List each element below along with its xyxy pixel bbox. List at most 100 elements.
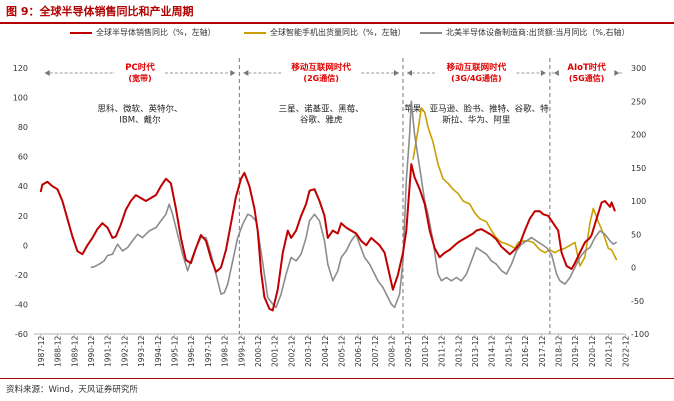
left-axis-tick-label: 80	[18, 123, 28, 132]
x-axis-tick-label: 1995-12	[171, 335, 180, 367]
era-arrowhead	[614, 70, 620, 76]
right-axis-ticks: -100 -50 0 50 100 150 200 250 300	[631, 64, 649, 339]
era-companies: 谷歌、雅虎	[300, 115, 343, 126]
x-axis-tick-label: 2020-12	[588, 335, 597, 367]
series-lines	[39, 100, 618, 312]
bottom-rule	[0, 378, 674, 379]
left-axis-tick-label: 100	[13, 94, 28, 103]
legend-label: 全球半导体销售同比（%，左轴）	[96, 28, 216, 37]
right-axis-tick-label: 250	[631, 97, 646, 106]
era-arrowhead	[406, 70, 412, 76]
x-axis-tick-label: 2016-12	[521, 335, 530, 367]
x-axis-tick-label: 2017-12	[538, 335, 547, 367]
x-axis-tick-label: 2012-12	[454, 335, 463, 367]
left-axis-tick-label: -20	[15, 271, 28, 280]
x-axis-tick-label: 1989-12	[70, 335, 79, 367]
x-axis-tick-label: 1991-12	[104, 335, 113, 367]
left-axis-ticks: -60 -40 -20 0 20 40 60 80 100 120	[13, 64, 28, 339]
x-axis-tick-label: 1988-12	[54, 335, 63, 367]
x-axis-tick-label: 2014-12	[488, 335, 497, 367]
x-axis-tick-label: 2013-12	[471, 335, 480, 367]
x-axis-tick-label: 2000-12	[254, 335, 263, 367]
x-axis-tick-label: 1990-12	[87, 335, 96, 367]
series-line-2	[90, 100, 618, 309]
x-axis-tick-label: 2004-12	[321, 335, 330, 367]
era-arrowhead	[243, 70, 249, 76]
x-axis-tick-label: 1999-12	[237, 335, 246, 367]
left-axis-tick-label: 60	[18, 153, 28, 162]
era-companies: 思科、微软、英特尔、	[98, 104, 183, 115]
figure-source: 资料来源：Wind，天风证券研究所	[6, 385, 138, 395]
x-axis-tick-label: 2018-12	[554, 335, 563, 367]
figure-title: 图 9：全球半导体销售同比和产业周期	[6, 5, 194, 18]
x-axis-tick-label: 2010-12	[421, 335, 430, 367]
x-axis-tick-label: 1998-12	[221, 335, 230, 367]
era-companies: 斯拉、华为、阿里	[442, 115, 511, 126]
right-axis-tick-label: -100	[631, 330, 649, 339]
legend-label: 全球智能手机出货量同比（%，左轴）	[270, 28, 406, 37]
x-axis-tick-label: 2019-12	[571, 335, 580, 367]
x-axis-tick-label: 2005-12	[337, 335, 346, 367]
x-axis-tick-label: 2002-12	[287, 335, 296, 367]
era-companies: IBM、戴尔	[119, 115, 161, 126]
x-axis-tick-label: 2003-12	[304, 335, 313, 367]
x-axis-tick-label: 2006-12	[354, 335, 363, 367]
series-line-0	[39, 163, 616, 312]
legend-swatch-red	[70, 31, 92, 34]
legend-item-smartphone-shipments: 全球智能手机出货量同比（%，左轴）	[244, 27, 406, 38]
x-axis-tick-label: 2015-12	[504, 335, 513, 367]
era-arrowhead	[230, 70, 236, 76]
x-axis-tick-label: 2021-12	[605, 335, 614, 367]
left-axis-tick-label: -60	[15, 330, 28, 339]
x-axis-tick-label: 2009-12	[404, 335, 413, 367]
era-arrowhead	[540, 70, 546, 76]
x-axis-tick-label: 2008-12	[388, 335, 397, 367]
era-name: 移动互联网时代	[291, 62, 351, 73]
era-arrowhead	[393, 70, 399, 76]
era-sub: (5G通信)	[569, 73, 604, 83]
legend-swatch-gold	[244, 31, 266, 34]
era-dividers	[238, 58, 551, 334]
legend-swatch-gray	[420, 31, 442, 34]
x-axis-tick-label: 1997-12	[204, 335, 213, 367]
right-axis-tick-label: -50	[631, 297, 644, 306]
left-axis-tick-label: 120	[13, 64, 28, 73]
left-axis-tick-label: 40	[18, 182, 28, 191]
era-name: PC时代	[125, 62, 155, 73]
right-axis-tick-label: 100	[631, 197, 646, 206]
era-companies: 三星、诺基亚、黑莓、	[279, 104, 364, 115]
title-bar: 图 9：全球半导体销售同比和产业周期	[0, 0, 674, 24]
era-sub: (宽带)	[128, 73, 151, 83]
era-companies: 苹果、亚马逊、脸书、推特、谷歌、特	[404, 104, 549, 115]
era-arrowhead	[553, 70, 559, 76]
x-axis-tick-label: 1993-12	[137, 335, 146, 367]
legend-item-semiconductor-sales: 全球半导体销售同比（%，左轴）	[70, 27, 216, 38]
right-axis-tick-label: 200	[631, 131, 646, 140]
legend-item-na-equipment: 北美半导体设备制造商:出货额:当月同比（%,右轴）	[420, 27, 630, 38]
era-annotations: PC时代(宽带)思科、微软、英特尔、IBM、戴尔移动互联网时代(2G通信)三星、…	[44, 62, 622, 126]
x-axis-tick-label: 1992-12	[120, 335, 129, 367]
right-axis-tick-label: 150	[631, 164, 646, 173]
era-sub: (2G通信)	[303, 73, 338, 83]
left-axis-tick-label: -40	[15, 300, 28, 309]
era-name: 移动互联网时代	[447, 62, 507, 73]
era-sub: (3G/4G通信)	[451, 73, 502, 83]
era-name: AIoT时代	[567, 62, 606, 73]
left-axis-tick-label: 0	[23, 241, 28, 250]
x-axis-tick-label: 2022-12	[621, 335, 630, 367]
right-axis-tick-label: 50	[631, 230, 641, 239]
x-axis-ticks: 1987-12 1988-12 1989-12 1990-12 1991-12 1992-…	[34, 333, 630, 367]
x-axis-tick-label: 2001-12	[271, 335, 280, 367]
right-axis-tick-label: 0	[631, 264, 636, 273]
era-arrowhead	[44, 70, 50, 76]
right-axis-tick-label: 300	[631, 64, 646, 73]
chart-legend: 全球半导体销售同比（%，左轴） 全球智能手机出货量同比（%，左轴） 北美半导体设…	[0, 27, 674, 43]
x-axis-tick-label: 1996-12	[187, 335, 196, 367]
legend-label: 北美半导体设备制造商:出货额:当月同比（%,右轴）	[446, 28, 630, 37]
x-axis-tick-label: 1994-12	[154, 335, 163, 367]
left-axis-tick-label: 20	[18, 212, 28, 221]
x-axis-tick-label: 1987-12	[37, 335, 46, 367]
x-axis-tick-label: 2007-12	[371, 335, 380, 367]
x-axis-tick-label: 2011-12	[438, 335, 447, 367]
